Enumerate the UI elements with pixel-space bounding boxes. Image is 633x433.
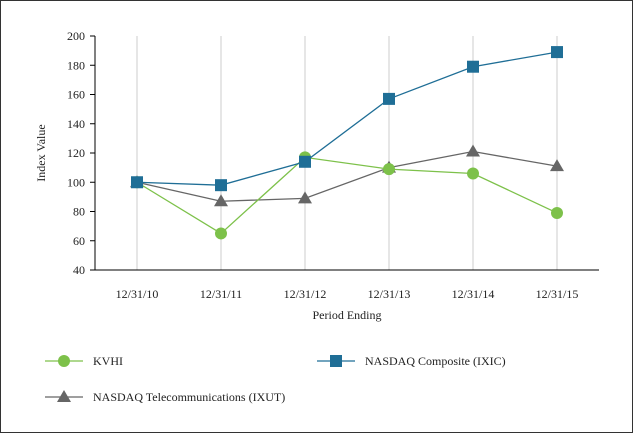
y-tick-label: 80 [73,205,85,219]
data-point [467,60,479,73]
y-tick-label: 200 [67,29,85,43]
data-point [214,194,228,207]
data-point [466,144,480,157]
data-point [383,92,395,105]
data-point [550,159,564,172]
legend-marker [58,355,70,367]
legend-item: NASDAQ Composite (IXIC) [317,354,506,368]
y-tick-label: 100 [67,175,85,189]
data-point [215,179,227,192]
y-tick-label: 60 [73,234,85,248]
y-tick-label: 180 [67,58,85,72]
x-tick-label: 12/31/12 [284,287,327,301]
y-axis-label: Index Value [34,124,48,181]
x-tick-label: 12/31/10 [116,287,159,301]
y-tick-label: 160 [67,88,85,102]
y-tick-label: 120 [67,146,85,160]
series-line [136,156,558,235]
data-point [131,176,143,189]
data-point [298,191,312,204]
x-tick-label: 12/31/11 [200,287,242,301]
y-tick-label: 140 [67,117,85,131]
x-tick-label: 12/31/15 [536,287,579,301]
data-point [551,46,563,59]
legend-marker [330,355,342,367]
x-tick-label: 12/31/14 [452,287,495,301]
legend-marker [57,390,71,402]
legend-item: NASDAQ Telecommunications (IXUT) [45,390,285,404]
series-nasdaq [131,46,563,192]
legend-item: KVHI [45,354,123,368]
x-axis-label: Period Ending [313,308,382,322]
legend-label: NASDAQ Composite (IXIC) [365,354,506,368]
series-nasdaq [130,144,564,207]
y-tick-label: 40 [73,263,85,277]
legend-label: KVHI [93,354,123,368]
series-line [136,150,558,202]
x-tick-label: 12/31/13 [368,287,411,301]
data-point [383,163,395,176]
series-line [136,51,558,186]
data-point [299,155,311,168]
data-point [551,206,563,219]
data-point [467,167,479,180]
data-point [215,227,227,240]
legend-label: NASDAQ Telecommunications (IXUT) [93,390,285,404]
